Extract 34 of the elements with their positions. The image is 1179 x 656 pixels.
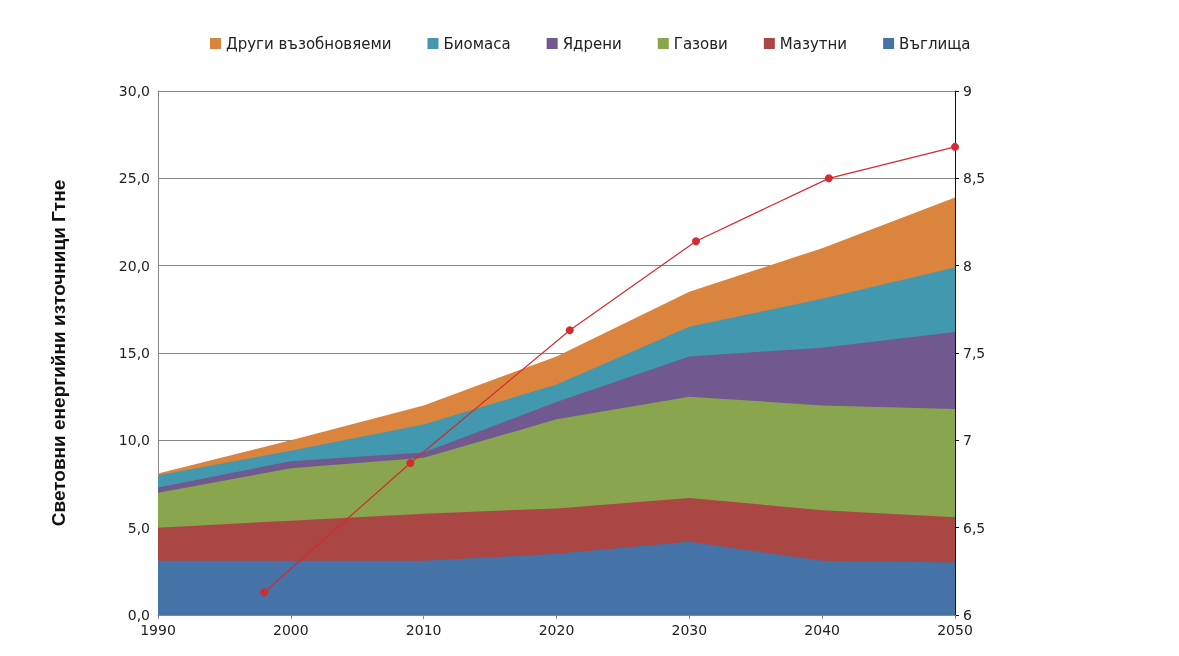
x-tick-label: 1990: [140, 622, 176, 638]
x-tick-label: 2050: [937, 622, 973, 638]
legend-label: Други възобновяеми: [226, 34, 392, 53]
legend-label: Биомаса: [443, 34, 511, 53]
y2-tick-label: 6,5: [963, 519, 986, 536]
y-tick-label: 25,0: [118, 170, 150, 187]
y2-tick-label: 6: [963, 607, 972, 623]
y2-tick-label: 8,5: [963, 170, 986, 187]
x-tick-label: 2000: [273, 622, 309, 638]
y2-tick-label: 9: [963, 83, 972, 99]
legend-label: Ядрени: [562, 34, 622, 53]
y-tick-label: 10,0: [118, 432, 150, 449]
point: [565, 326, 574, 335]
legend-label: Въглища: [899, 34, 971, 53]
y2-tick-label: 8: [963, 257, 972, 274]
legend-label: Газови: [673, 34, 728, 53]
x-tick-label: 2020: [538, 622, 575, 638]
y-axis-title: Световни енергийни източници Гтне: [48, 179, 69, 527]
y-tick-label: 0,0: [127, 607, 150, 623]
y-tick-label: 30,0: [118, 83, 150, 99]
y-tick-label: 15,0: [118, 345, 150, 361]
point: [406, 459, 415, 468]
point: [951, 142, 959, 151]
point: [691, 237, 700, 246]
x-tick-label: 2030: [671, 622, 708, 638]
y-tick-label: 5,0: [127, 519, 150, 536]
y-tick-label: 20,0: [118, 257, 150, 274]
point: [824, 174, 833, 183]
x-tick-label: 2010: [405, 622, 442, 638]
y2-tick-label: 7,5: [963, 345, 986, 361]
x-tick-label: 2040: [804, 622, 840, 638]
legend-label: Мазутни: [779, 34, 848, 53]
y2-tick-label: 7: [963, 432, 972, 449]
point: [260, 588, 269, 597]
